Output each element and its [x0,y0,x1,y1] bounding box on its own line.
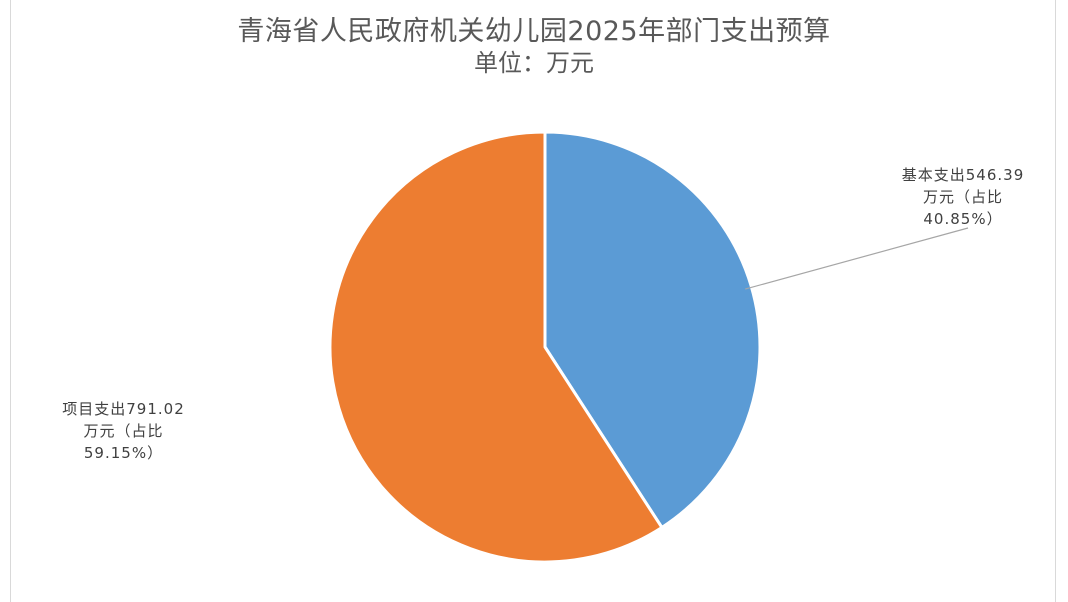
pie-slice-project-expenditure [328,130,664,564]
slice-label-line: 基本支出546.39 [901,166,1025,184]
slice-label-basic-expenditure: 基本支出546.39 万元（占比 40.85%） [868,164,1058,230]
slice-label-line: 59.15%） [83,444,164,462]
label-leader-line [745,227,969,290]
chart-title-block: 青海省人民政府机关幼儿园2025年部门支出预算 单位：万元 [0,16,1068,78]
slice-label-line: 项目支出791.02 [62,400,185,418]
chart-subtitle: 单位：万元 [474,49,594,77]
slice-label-line: 万元（占比 [922,188,1003,206]
slice-label-project-expenditure: 项目支出791.02 万元（占比 59.15%） [16,398,231,464]
chart-frame [10,0,1056,602]
chart-title: 青海省人民政府机关幼儿园2025年部门支出预算 [237,16,831,47]
slice-label-line: 万元（占比 [83,422,164,440]
slice-label-line: 40.85%） [923,210,1003,228]
